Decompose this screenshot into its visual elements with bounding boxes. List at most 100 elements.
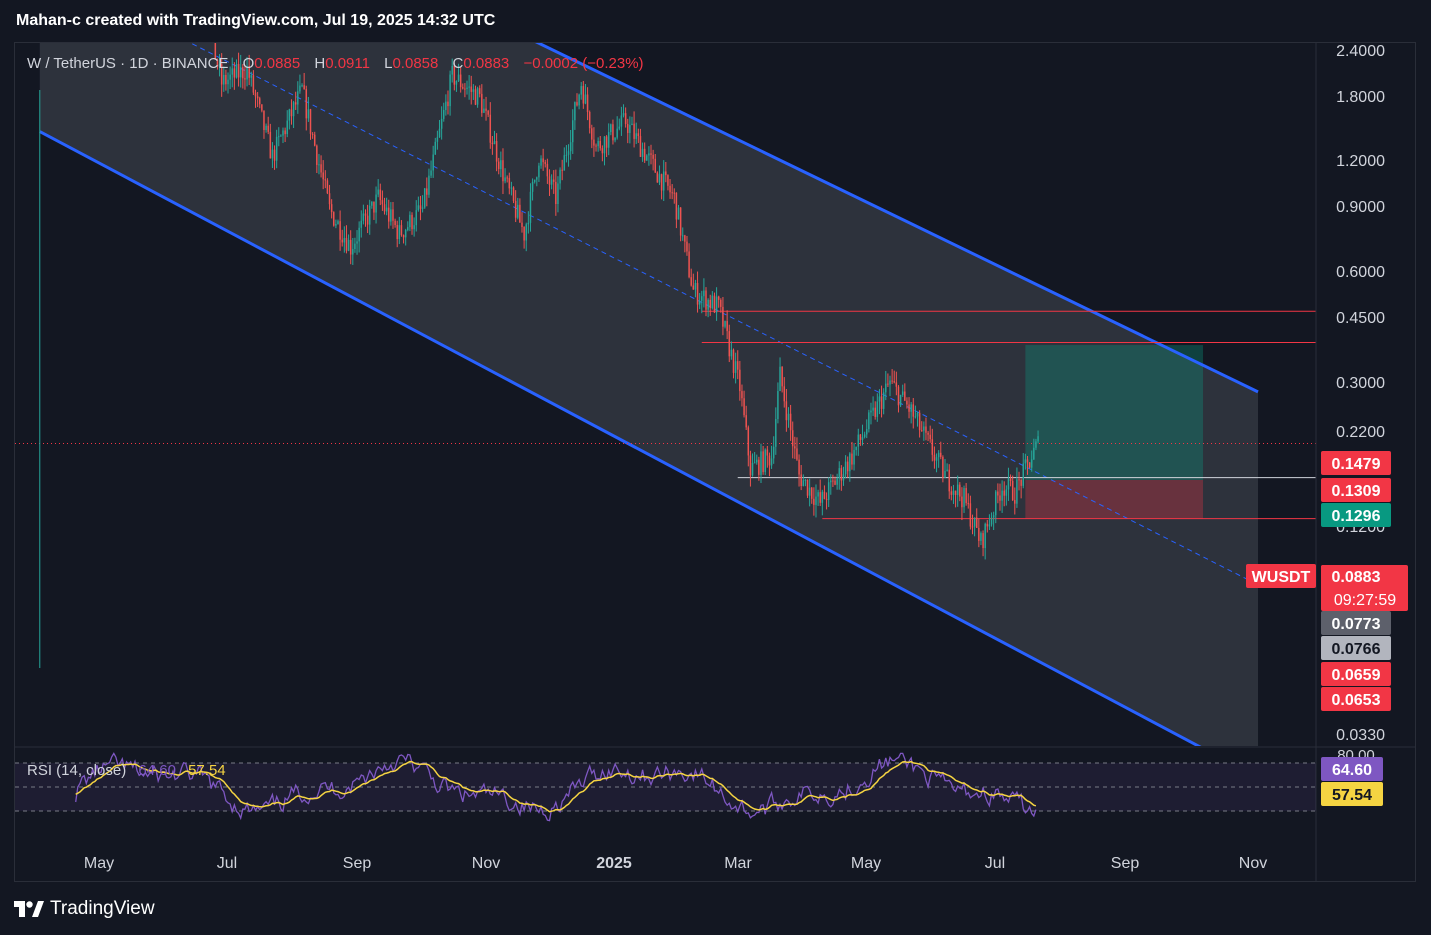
candle-body	[318, 164, 320, 166]
candle-body	[1001, 490, 1003, 501]
candle-body	[478, 88, 481, 94]
ohlc-legend: W / TetherUS · 1D · BINANCE O0.0885 H0.0…	[27, 55, 644, 72]
candle-body	[409, 214, 411, 228]
candle-body	[662, 171, 665, 191]
candle-body	[817, 492, 819, 497]
candle-body	[239, 67, 242, 78]
candle-body	[322, 172, 324, 180]
chart-frame[interactable]	[14, 42, 1416, 882]
candle-body	[766, 449, 769, 456]
candle-body	[540, 158, 542, 166]
candle-body	[396, 225, 398, 240]
candle-body	[861, 437, 864, 440]
candle-body	[531, 181, 534, 192]
candle-body	[741, 391, 743, 399]
candle-body	[252, 75, 255, 93]
candle-body	[665, 171, 667, 176]
candle-body	[849, 453, 851, 472]
y-tick-label: 1.2000	[1336, 153, 1385, 170]
candle-body	[954, 490, 957, 495]
rsi-value: 64.60	[138, 762, 176, 779]
candle-body	[819, 492, 821, 503]
candle-body	[1011, 481, 1014, 501]
candle-body	[288, 109, 291, 121]
candle-body	[880, 396, 883, 409]
candle-body	[377, 189, 379, 195]
candle-body	[658, 174, 661, 183]
candle-body	[599, 141, 602, 149]
candle-body	[868, 412, 870, 430]
candle-body	[345, 237, 348, 251]
candle-body	[1028, 462, 1031, 468]
candle-body	[753, 462, 756, 464]
candle-body	[995, 491, 997, 516]
candle-body	[618, 126, 621, 129]
candle-body	[417, 205, 420, 211]
rsi-ma-tag	[1321, 782, 1383, 806]
candle-body	[335, 224, 337, 226]
candle-body	[965, 488, 967, 504]
candle-body	[808, 487, 811, 496]
candle-body	[565, 154, 568, 156]
candle-body	[506, 177, 508, 179]
channel-upper-line	[534, 43, 1259, 394]
tradingview-brand[interactable]: TradingView	[14, 898, 155, 920]
candle-body	[514, 200, 517, 218]
candle-body	[823, 491, 826, 499]
candle-body	[476, 88, 479, 105]
candle-body	[366, 215, 369, 225]
candle-body	[920, 430, 923, 432]
candle-body	[789, 413, 792, 431]
candle-body	[859, 434, 862, 440]
candle-body	[785, 401, 788, 421]
change-value: −0.0002 (−0.23%)	[523, 55, 644, 72]
brand-name: TradingView	[50, 898, 155, 919]
candle-body	[992, 515, 995, 518]
candle-body	[654, 158, 656, 173]
candle-body	[292, 102, 295, 117]
candle-body	[472, 89, 475, 92]
candle-body	[360, 220, 363, 228]
candle-body	[978, 528, 980, 541]
candle-body	[878, 396, 881, 402]
candle-body	[715, 296, 718, 313]
candle-body	[223, 74, 225, 85]
candle-body	[923, 426, 925, 431]
candle-body	[451, 65, 453, 75]
candle-body	[836, 478, 838, 485]
candle-body	[952, 490, 955, 495]
candle-body	[764, 449, 766, 473]
candle-body	[294, 102, 297, 105]
candle-body	[705, 290, 707, 310]
candle-body	[275, 136, 278, 161]
candle-body	[948, 469, 950, 492]
candle-body	[352, 248, 354, 255]
symbol-title[interactable]: W / TetherUS · 1D · BINANCE	[27, 55, 229, 72]
candle-body	[791, 430, 794, 447]
candle-body	[459, 74, 462, 88]
close-value: 0.0883	[463, 55, 510, 72]
candle-body	[597, 141, 599, 147]
price-tag-label: 0.1309	[1332, 483, 1381, 500]
candle-body	[212, 34, 214, 35]
candle-body	[641, 148, 644, 157]
candle-body	[519, 204, 521, 223]
candle-body	[468, 86, 470, 88]
candle-body	[208, 27, 210, 35]
candle-body	[940, 452, 942, 457]
candle-body	[307, 109, 310, 119]
candle-body	[853, 450, 855, 465]
candle-body	[525, 224, 527, 241]
candle-body	[876, 401, 879, 417]
rsi-legend: RSI (14, close) 64.60 57.54	[27, 762, 226, 779]
candle-body	[629, 125, 631, 133]
candle-body	[311, 133, 314, 135]
candle-body	[415, 210, 417, 226]
candle-body	[635, 133, 637, 139]
price-tag-label: 0.1296	[1332, 508, 1381, 525]
candle-body	[830, 480, 832, 483]
candle-body	[510, 187, 513, 189]
rsi-title[interactable]: RSI (14, close)	[27, 762, 127, 779]
candle-body	[595, 145, 597, 147]
